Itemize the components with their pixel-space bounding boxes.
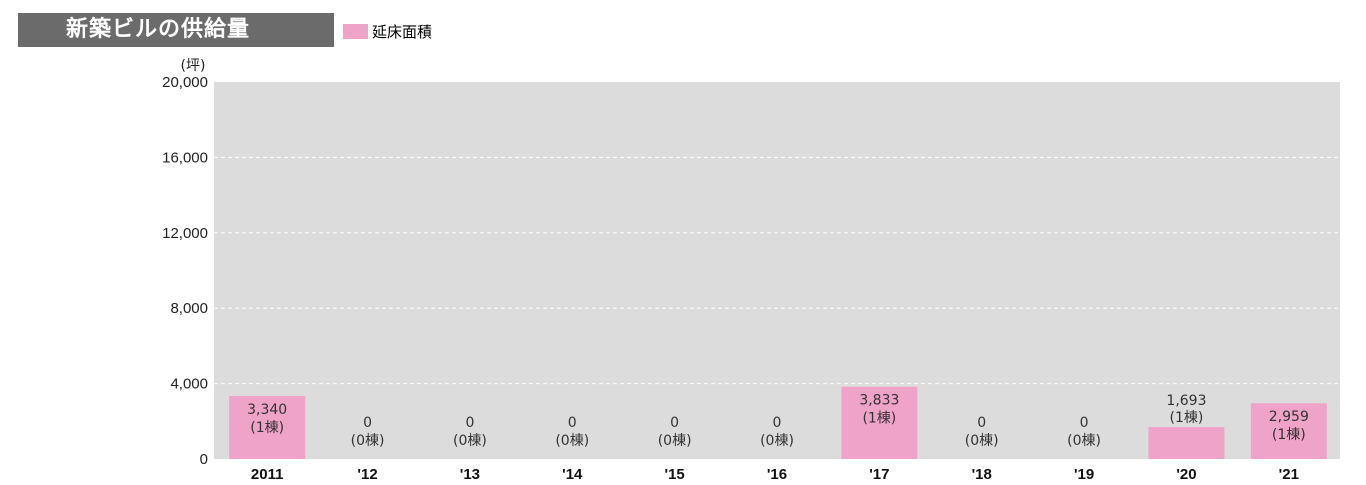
y-axis-unit: (坪) (181, 58, 206, 74)
x-tick-label: '12 (357, 466, 377, 483)
count-label: (0棟) (760, 433, 794, 449)
value-label: 0 (568, 415, 577, 431)
count-label: (0棟) (965, 433, 999, 449)
value-label: 1,693 (1166, 393, 1206, 409)
value-label: 0 (465, 415, 474, 431)
count-label: (1棟) (862, 411, 896, 427)
bar (841, 386, 918, 459)
value-label: 0 (363, 415, 372, 431)
x-axis-ticks: 2011 '12 '13 '14 '15 '16 '17 '18 '19 '20 '21 (251, 466, 1299, 483)
count-label: (0棟) (351, 433, 385, 449)
y-tick-label: 20,000 (162, 74, 208, 91)
y-axis-ticks: 0 4,000 8,000 12,000 16,000 20,000 (162, 74, 208, 468)
count-label: (0棟) (1067, 433, 1101, 449)
x-tick-label: '19 (1074, 466, 1094, 483)
x-tick-label: '21 (1279, 466, 1299, 483)
bars (229, 386, 1327, 459)
legend-swatch (343, 23, 368, 39)
plot-area (214, 82, 1340, 459)
x-tick-label: '15 (665, 466, 685, 483)
value-label: 3,833 (859, 393, 899, 409)
count-label: (0棟) (555, 433, 589, 449)
value-label: 0 (670, 415, 679, 431)
value-label: 2,959 (1269, 409, 1309, 425)
x-tick-label: '18 (972, 466, 992, 483)
data-labels: 3,340 (1棟) 0 (0棟) 0 (0棟) 0 (0棟) 0 (0棟) 0 (0棟) 3,833 (… (247, 393, 1309, 449)
bar (1148, 427, 1225, 459)
legend-label: 延床面積 (372, 22, 433, 41)
value-label: 3,340 (247, 402, 287, 418)
count-label: (0棟) (658, 433, 692, 449)
value-label: 0 (977, 415, 986, 431)
y-tick-label: 8,000 (170, 300, 208, 317)
count-label: (0棟) (453, 433, 487, 449)
value-label: 0 (773, 415, 782, 431)
y-tick-label: 16,000 (162, 149, 208, 166)
x-tick-label: '13 (460, 466, 480, 483)
count-label: (1棟) (250, 420, 284, 436)
x-tick-label: 2011 (251, 466, 284, 483)
gridlines (214, 156, 1340, 385)
bar (1250, 403, 1327, 459)
legend: 延床面積 (343, 20, 432, 42)
y-tick-label: 12,000 (162, 225, 208, 242)
x-tick-label: '16 (767, 466, 787, 483)
x-tick-label: '20 (1176, 466, 1196, 483)
value-label: 0 (1080, 415, 1089, 431)
chart-title: 新築ビルの供給量 (18, 13, 334, 47)
x-tick-label: '14 (562, 466, 583, 483)
y-tick-label: 4,000 (170, 376, 208, 393)
y-tick-label: 0 (200, 451, 208, 468)
bar (229, 396, 306, 459)
x-tick-label: '17 (869, 466, 889, 483)
count-label: (1棟) (1272, 427, 1306, 443)
count-label: (1棟) (1170, 410, 1204, 426)
